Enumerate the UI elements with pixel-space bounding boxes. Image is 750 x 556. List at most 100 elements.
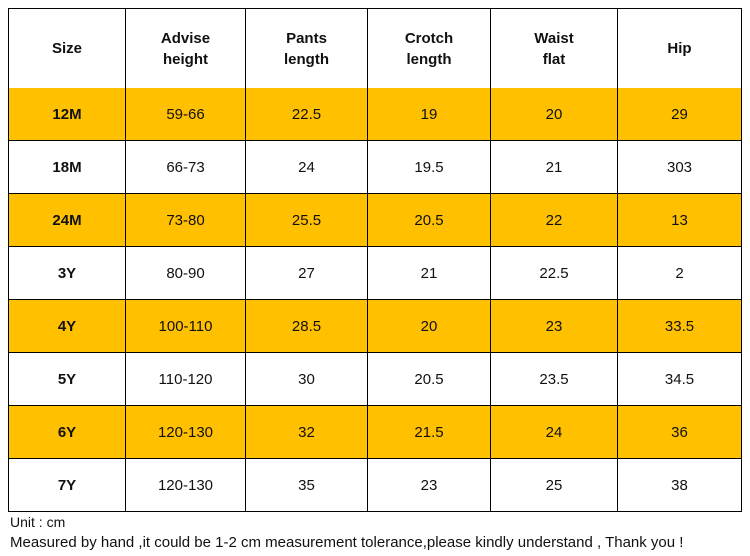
cell-text: 21 [420, 264, 438, 282]
cell-text: Pants length [284, 29, 329, 68]
cell-text: 73-80 [166, 211, 205, 229]
value-cell: 22 [491, 194, 618, 247]
value-cell: 36 [618, 406, 742, 459]
value-cell: 120-130 [126, 459, 246, 512]
size-cell: 24M [9, 194, 126, 247]
cell-text: 21 [545, 158, 563, 176]
header-cell: Hip [618, 9, 742, 89]
cell-text: 303 [666, 158, 693, 176]
value-cell: 22.5 [491, 247, 618, 300]
cell-text: 7Y [57, 476, 77, 494]
cell-text: Waist flat [534, 29, 574, 68]
value-cell: 73-80 [126, 194, 246, 247]
value-cell: 66-73 [126, 141, 246, 194]
cell-text: 23.5 [539, 370, 569, 388]
cell-text: 120-130 [157, 476, 214, 494]
header-cell: Size [9, 9, 126, 89]
value-cell: 303 [618, 141, 742, 194]
cell-text: 33.5 [664, 317, 695, 335]
cell-text: 23 [420, 476, 438, 494]
cell-text: 22.5 [291, 105, 322, 123]
unit-note: Unit : cm [10, 514, 66, 530]
value-cell: 23 [368, 459, 491, 512]
value-cell: 21.5 [368, 406, 491, 459]
cell-text: 25.5 [291, 211, 322, 229]
cell-text: Crotch length [404, 29, 454, 68]
cell-text: 59-66 [166, 105, 205, 123]
value-cell: 59-66 [126, 88, 246, 141]
cell-text: 4Y [57, 317, 77, 335]
value-cell: 100-110 [126, 300, 246, 353]
value-cell: 25.5 [246, 194, 368, 247]
value-cell: 110-120 [126, 353, 246, 406]
value-cell: 13 [618, 194, 742, 247]
cell-text: 22 [545, 211, 563, 229]
value-cell: 23.5 [491, 353, 618, 406]
header-cell: Waist flat [491, 9, 618, 89]
value-cell: 38 [618, 459, 742, 512]
cell-text: 38 [671, 476, 688, 494]
value-cell: 27 [246, 247, 368, 300]
cell-text: 25 [545, 476, 563, 494]
cell-text: 36 [671, 423, 688, 441]
value-cell: 35 [246, 459, 368, 512]
value-cell: 24 [491, 406, 618, 459]
value-cell: 20 [491, 88, 618, 141]
cell-text: 28.5 [291, 317, 322, 335]
value-cell: 30 [246, 353, 368, 406]
header-cell: Crotch length [368, 9, 491, 89]
cell-text: 18M [52, 158, 82, 176]
cell-text: 19.5 [414, 158, 444, 176]
cell-text: 12M [52, 105, 82, 123]
value-cell: 21 [368, 247, 491, 300]
value-cell: 80-90 [126, 247, 246, 300]
cell-text: 20 [545, 105, 563, 123]
cell-text: Size [51, 40, 82, 57]
cell-text: 20.5 [414, 211, 444, 229]
cell-text: 21.5 [414, 423, 444, 441]
value-cell: 120-130 [126, 406, 246, 459]
value-cell: 28.5 [246, 300, 368, 353]
cell-text: 100-110 [158, 317, 213, 335]
cell-text: 80-90 [166, 264, 205, 282]
cell-text: 24M [52, 211, 82, 229]
value-cell: 21 [491, 141, 618, 194]
cell-text: 22.5 [539, 264, 569, 282]
value-cell: 19.5 [368, 141, 491, 194]
cell-text: 19 [420, 105, 438, 123]
size-cell: 12M [9, 88, 126, 141]
size-cell: 6Y [9, 406, 126, 459]
value-cell: 20 [368, 300, 491, 353]
header-cell: Advise height [126, 9, 246, 89]
cell-text: 35 [298, 476, 315, 494]
cell-text: 110-120 [158, 370, 213, 388]
disclaimer: Measured by hand ,it could be 1-2 cm mea… [10, 534, 684, 551]
value-cell: 33.5 [618, 300, 742, 353]
cell-text: 120-130 [157, 423, 214, 441]
value-cell: 32 [246, 406, 368, 459]
value-cell: 25 [491, 459, 618, 512]
size-cell: 5Y [9, 353, 126, 406]
cell-text: 23 [545, 317, 563, 335]
cell-text: 3Y [57, 264, 77, 282]
size-cell: 3Y [9, 247, 126, 300]
value-cell: 2 [618, 247, 742, 300]
cell-text: 24 [545, 423, 563, 441]
cell-text: 20.5 [414, 370, 444, 388]
cell-text: 13 [671, 211, 688, 229]
value-cell: 20.5 [368, 194, 491, 247]
size-cell: 4Y [9, 300, 126, 353]
cell-text: 34.5 [664, 370, 695, 388]
value-cell: 24 [246, 141, 368, 194]
value-cell: 20.5 [368, 353, 491, 406]
value-cell: 34.5 [618, 353, 742, 406]
cell-text: Hip [667, 40, 692, 57]
cell-text: 2 [675, 264, 684, 282]
cell-text: Advise height [160, 29, 211, 68]
cell-text: 66-73 [166, 158, 205, 176]
cell-text: 27 [298, 264, 315, 282]
header-cell: Pants length [246, 9, 368, 89]
cell-text: 20 [420, 317, 438, 335]
value-cell: 23 [491, 300, 618, 353]
